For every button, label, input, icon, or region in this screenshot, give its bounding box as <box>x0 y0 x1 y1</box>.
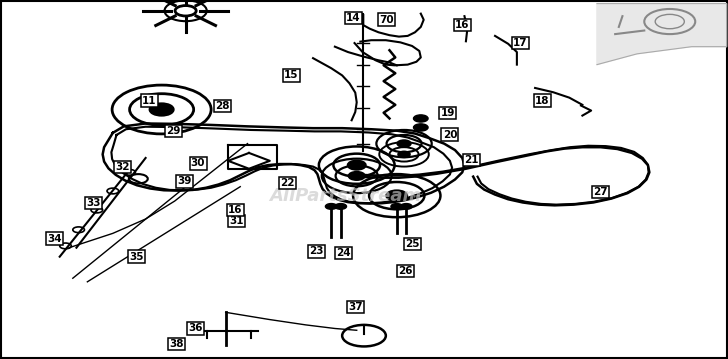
Circle shape <box>398 151 410 157</box>
Text: 27: 27 <box>593 187 608 197</box>
Polygon shape <box>597 4 727 65</box>
Text: 38: 38 <box>170 339 184 349</box>
Text: 20: 20 <box>443 130 457 140</box>
Circle shape <box>348 161 365 169</box>
Text: 18: 18 <box>535 95 550 106</box>
Text: 11: 11 <box>142 95 157 106</box>
Circle shape <box>414 115 428 122</box>
Circle shape <box>335 204 347 209</box>
Circle shape <box>391 204 403 209</box>
Text: 33: 33 <box>86 198 100 208</box>
Text: 28: 28 <box>215 101 229 111</box>
Text: 16: 16 <box>455 20 470 30</box>
Circle shape <box>150 104 173 115</box>
Text: 36: 36 <box>188 323 202 334</box>
Text: 30: 30 <box>191 158 205 168</box>
Circle shape <box>387 191 407 201</box>
Text: 35: 35 <box>130 252 144 262</box>
Text: 24: 24 <box>336 248 351 258</box>
Text: ™: ™ <box>411 193 421 203</box>
Circle shape <box>325 204 337 209</box>
Text: AllPartsStream: AllPartsStream <box>269 187 422 205</box>
Text: 26: 26 <box>398 266 413 276</box>
Text: 16: 16 <box>228 205 242 215</box>
Circle shape <box>414 124 428 131</box>
Text: 22: 22 <box>280 178 295 188</box>
Text: 34: 34 <box>47 234 62 244</box>
Text: 15: 15 <box>284 70 298 80</box>
Text: 25: 25 <box>405 239 420 249</box>
Text: 39: 39 <box>177 176 191 186</box>
Text: 14: 14 <box>346 13 360 23</box>
Text: 29: 29 <box>166 126 181 136</box>
Text: 32: 32 <box>115 162 130 172</box>
Circle shape <box>400 204 412 209</box>
Text: 17: 17 <box>513 38 528 48</box>
Circle shape <box>349 172 365 180</box>
Text: 21: 21 <box>464 155 479 165</box>
Text: 19: 19 <box>440 108 455 118</box>
Text: 31: 31 <box>229 216 244 226</box>
Circle shape <box>397 140 411 147</box>
Text: 23: 23 <box>309 246 324 256</box>
Text: 70: 70 <box>379 15 394 25</box>
Text: 37: 37 <box>348 302 363 312</box>
